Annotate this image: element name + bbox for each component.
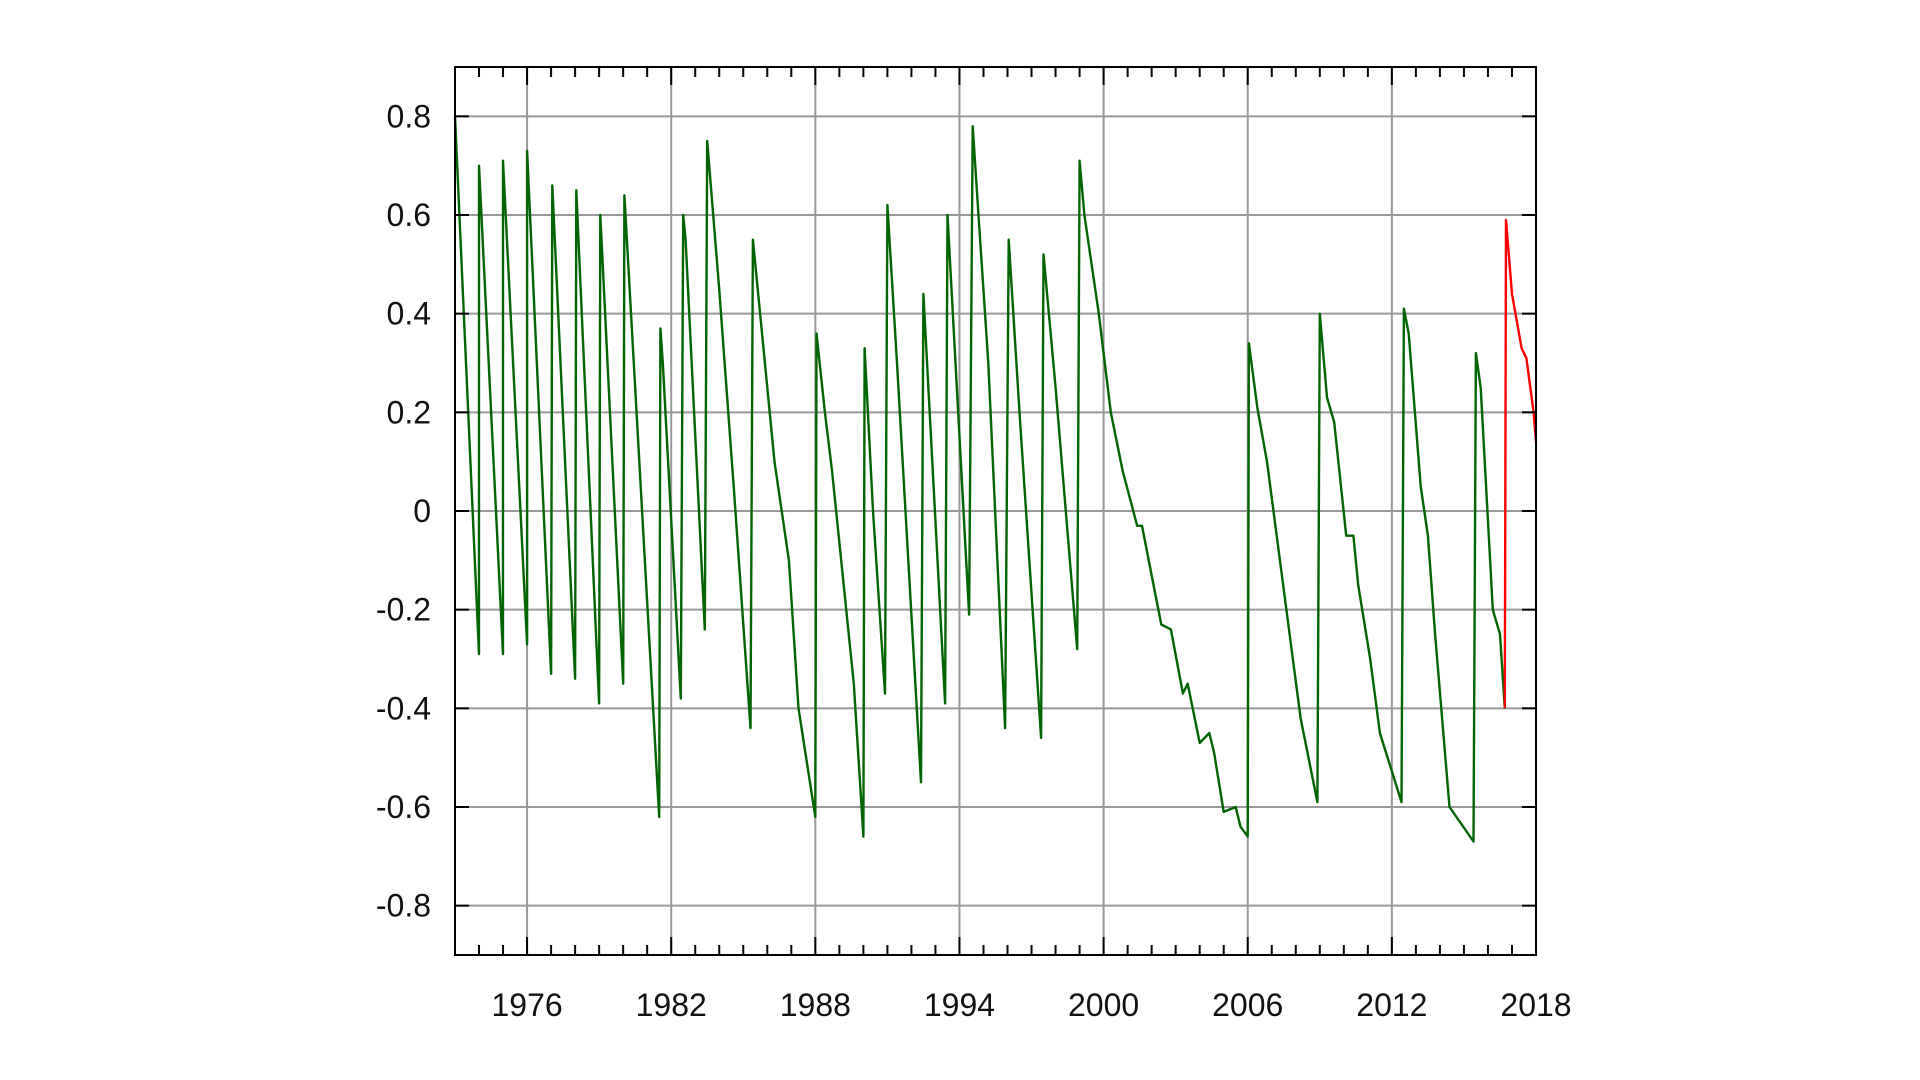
series-line-1 — [453, 116, 1506, 843]
x-tick-label: 2000 — [1068, 987, 1139, 1023]
series-lines — [453, 116, 1538, 843]
x-tick-label: 1976 — [491, 987, 562, 1023]
y-tick-label: 0 — [413, 493, 431, 529]
x-tick-label: 2012 — [1356, 987, 1427, 1023]
y-axis-tick-labels: 0.8 0.6 0.4 0.2 0 -0.2 -0.4 -0.6 -0.8 — [376, 98, 431, 923]
x-tick-label: 2006 — [1212, 987, 1283, 1023]
series-line-2 — [1503, 218, 1538, 709]
y-tick-label: -0.6 — [376, 789, 431, 825]
y-tick-label: -0.8 — [376, 888, 431, 924]
x-tick-label: 1982 — [636, 987, 707, 1023]
x-tick-label: 1988 — [780, 987, 851, 1023]
y-tick-label: 0.4 — [387, 296, 431, 332]
y-tick-label: -0.4 — [376, 690, 431, 726]
y-tick-label: 0.6 — [387, 197, 431, 233]
x-tick-label: 2018 — [1500, 987, 1571, 1023]
x-axis-tick-labels: 1976 1982 1988 1994 2000 2006 2012 2018 — [491, 987, 1571, 1023]
x-tick-label: 1994 — [924, 987, 995, 1023]
y-tick-label: 0.8 — [387, 98, 431, 134]
y-tick-label: -0.2 — [376, 592, 431, 628]
axis-ticks — [454, 67, 1537, 955]
y-tick-label: 0.2 — [387, 394, 431, 430]
